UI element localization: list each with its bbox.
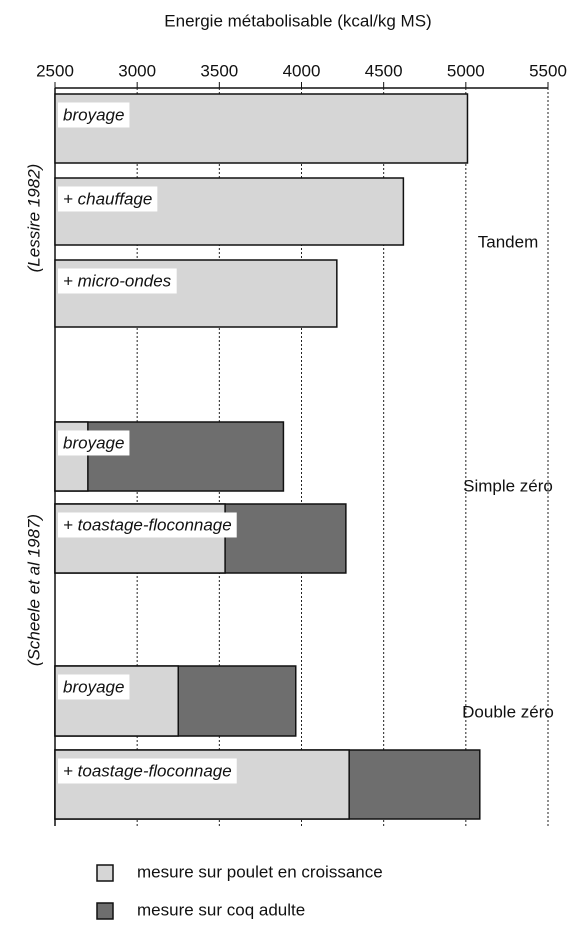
variety-label: Simple zéro: [463, 476, 553, 495]
x-tick-label: 4500: [365, 61, 403, 80]
variety-label: Tandem: [478, 232, 538, 251]
bar-label-box: [58, 186, 158, 212]
bar-label-box: [58, 512, 237, 538]
variety-label: Double zéro: [462, 702, 554, 721]
bar-label: + chauffage: [63, 189, 152, 208]
bar-label: + micro-ondes: [63, 271, 172, 290]
bar-label: + toastage-floconnage: [63, 515, 232, 534]
study-label: (Lessire 1982): [24, 164, 43, 273]
x-tick-label: 3000: [118, 61, 156, 80]
bar-label: broyage: [63, 677, 124, 696]
x-tick-label: 5000: [447, 61, 485, 80]
bar-label: + toastage-floconnage: [63, 761, 232, 780]
chart-title: Energie métabolisable (kcal/kg MS): [164, 11, 431, 30]
bar-label-box: [58, 758, 237, 784]
x-tick-label: 2500: [36, 61, 74, 80]
bar-label-box: [58, 674, 130, 700]
x-tick-label: 3500: [200, 61, 238, 80]
bar: [54, 177, 405, 246]
legend-swatch: [96, 902, 114, 920]
bar-label-box: [58, 430, 130, 456]
bar-label-box: [58, 102, 130, 128]
legend-swatch: [96, 864, 114, 882]
bar-label: broyage: [63, 105, 124, 124]
x-tick-label: 4000: [283, 61, 321, 80]
bar-label-box: [58, 268, 177, 294]
x-tick-label: 5500: [529, 61, 567, 80]
study-label: (Scheele et al 1987): [24, 514, 43, 666]
legend-label: mesure sur coq adulte: [137, 900, 305, 919]
legend-label: mesure sur poulet en croissance: [137, 862, 383, 881]
bar-label: broyage: [63, 433, 124, 452]
